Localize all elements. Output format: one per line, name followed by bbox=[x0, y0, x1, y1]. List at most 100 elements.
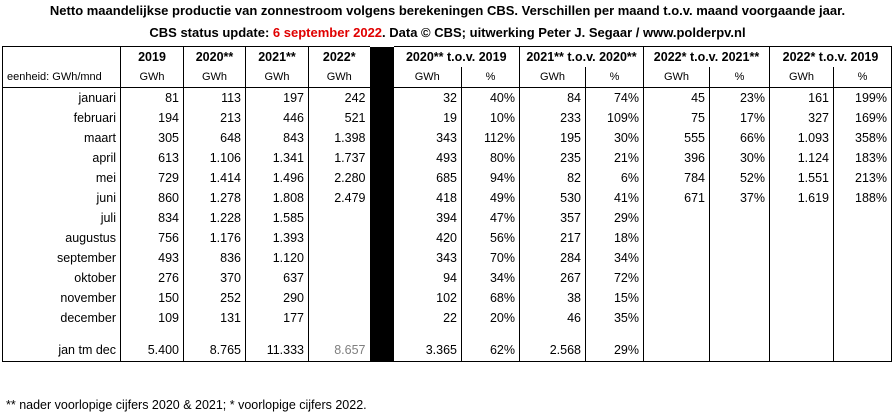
diff-2020-2019: 102 bbox=[436, 290, 457, 305]
value-2019: 834 bbox=[120, 208, 184, 228]
pct-2022-2021 bbox=[709, 228, 770, 248]
value-2021: 1.496 bbox=[245, 168, 309, 188]
pct-2022-2019 bbox=[833, 248, 892, 268]
unit-gwh: GWh bbox=[183, 67, 246, 88]
diff-2020-2019: 493 bbox=[436, 150, 457, 165]
diff-2021-2020: 357 bbox=[519, 208, 586, 228]
value-2019: 276 bbox=[120, 268, 184, 288]
diff-2022-2021: 75 bbox=[643, 108, 710, 128]
spacer-cell bbox=[585, 328, 644, 340]
value-2022: 2.280 bbox=[308, 168, 370, 188]
pct-2022-2019: 213% bbox=[833, 168, 892, 188]
diff-2022-2021 bbox=[643, 340, 710, 362]
diff-2021-2020: 233 bbox=[519, 108, 586, 128]
diff-2022-2021: 45 bbox=[643, 87, 710, 108]
month-cell: juni bbox=[2, 188, 121, 208]
month-cell: januari bbox=[2, 87, 121, 108]
value-2021: 637 bbox=[245, 268, 309, 288]
table-row: maart 305 648 843 1.398 343 112% 195 30% 555 66% 1.… bbox=[2, 128, 892, 148]
header-diff-2021-2020: 2021** t.o.v. 2020** bbox=[519, 46, 644, 67]
diff-2022-2021 bbox=[643, 268, 710, 288]
value-2019: 729 bbox=[120, 168, 184, 188]
header-year-2021: 2021** bbox=[245, 46, 309, 67]
value-2019: 150 bbox=[120, 288, 184, 308]
diff-2022-2021 bbox=[643, 208, 710, 228]
value-2019: 756 bbox=[120, 228, 184, 248]
header-year-2022: 2022* bbox=[308, 46, 370, 67]
header-blank bbox=[2, 46, 121, 67]
spacer-cell bbox=[394, 328, 462, 340]
status-line: CBS status update: 6 september 2022. Dat… bbox=[0, 25, 895, 40]
value-2020: 648 bbox=[183, 128, 246, 148]
value-2020: 370 bbox=[183, 268, 246, 288]
diff-2022-2019: 1.124 bbox=[769, 148, 834, 168]
pct-2021-2020: 41% bbox=[585, 188, 644, 208]
spacer-cell bbox=[245, 328, 309, 340]
table-row: juli 834 1.228 1.585 394 47% 357 29% bbox=[2, 208, 892, 228]
spacer-row bbox=[2, 328, 892, 340]
header-row-units: eenheid: GWh/mnd GWh GWh GWh GWh GWh % G… bbox=[2, 67, 892, 88]
unit-gwh: GWh bbox=[120, 67, 184, 88]
pct-2021-2020: 6% bbox=[585, 168, 644, 188]
separator-bar bbox=[369, 168, 394, 188]
pct-2022-2021 bbox=[709, 288, 770, 308]
table-row: november 150 252 290 102 68% 38 15% bbox=[2, 288, 892, 308]
diff-2022-2019 bbox=[769, 248, 834, 268]
unit-label: eenheid: GWh/mnd bbox=[2, 67, 121, 88]
value-2022 bbox=[308, 308, 370, 328]
pct-2022-2019 bbox=[833, 228, 892, 248]
value-2020: 1.228 bbox=[183, 208, 246, 228]
value-2021: 197 bbox=[245, 87, 309, 108]
diff-2021-2020: 2.568 bbox=[519, 340, 586, 362]
diff-2022-2019 bbox=[769, 288, 834, 308]
diff-2020-2019: 32 bbox=[443, 90, 457, 105]
value-2020: 252 bbox=[183, 288, 246, 308]
month-cell: februari bbox=[2, 108, 121, 128]
value-2022 bbox=[308, 208, 370, 228]
diff-2022-2019 bbox=[769, 208, 834, 228]
diff-2022-2021 bbox=[643, 248, 710, 268]
value-2019: 613 bbox=[120, 148, 184, 168]
header-diff-2022-2019: 2022* t.o.v. 2019 bbox=[769, 46, 892, 67]
pct-2021-2020: 15% bbox=[585, 288, 644, 308]
value-2021: 1.393 bbox=[245, 228, 309, 248]
pct-2022-2021 bbox=[709, 340, 770, 362]
pct-2021-2020: 109% bbox=[585, 108, 644, 128]
value-2019: 5.400 bbox=[120, 340, 184, 362]
value-2021: 177 bbox=[245, 308, 309, 328]
month-cell: april bbox=[2, 148, 121, 168]
diff-2021-2020: 267 bbox=[519, 268, 586, 288]
pct-2022-2021: 23% bbox=[709, 87, 770, 108]
separator-bar bbox=[369, 208, 394, 228]
month-cell: december bbox=[2, 308, 121, 328]
table-row: juni 860 1.278 1.808 2.479 418 49% 530 41% 671 37%… bbox=[2, 188, 892, 208]
pct-2020-2019: 20% bbox=[461, 308, 520, 328]
unit-pct: % bbox=[833, 67, 892, 88]
value-2020: 1.176 bbox=[183, 228, 246, 248]
table-row: mei 729 1.414 1.496 2.280 685 94% 82 6% 784 52% 1.5… bbox=[2, 168, 892, 188]
value-2020: 1.414 bbox=[183, 168, 246, 188]
spacer-cell bbox=[183, 328, 246, 340]
unit-gwh: GWh bbox=[308, 67, 370, 88]
pct-2022-2021: 37% bbox=[709, 188, 770, 208]
separator-bar bbox=[369, 108, 394, 128]
separator-bar bbox=[369, 268, 394, 288]
pct-2022-2019: 188% bbox=[833, 188, 892, 208]
value-2019: 109 bbox=[120, 308, 184, 328]
diff-2022-2019: 1.551 bbox=[769, 168, 834, 188]
diff-2021-2020: 195 bbox=[519, 128, 586, 148]
status-date: 6 september 2022 bbox=[272, 25, 383, 40]
pct-2022-2021 bbox=[709, 268, 770, 288]
separator-bar bbox=[369, 340, 394, 362]
unit-gwh: GWh bbox=[769, 67, 834, 88]
pct-2021-2020: 34% bbox=[585, 248, 644, 268]
diff-2021-2020: 82 bbox=[519, 168, 586, 188]
pct-2021-2020: 30% bbox=[585, 128, 644, 148]
spacer-cell bbox=[461, 328, 520, 340]
diff-2022-2021: 396 bbox=[643, 148, 710, 168]
spacer-cell bbox=[709, 328, 770, 340]
value-2020: 113 bbox=[183, 87, 246, 108]
diff-2022-2019: 161 bbox=[769, 87, 834, 108]
value-2020: 1.278 bbox=[183, 188, 246, 208]
pct-2022-2019 bbox=[833, 268, 892, 288]
